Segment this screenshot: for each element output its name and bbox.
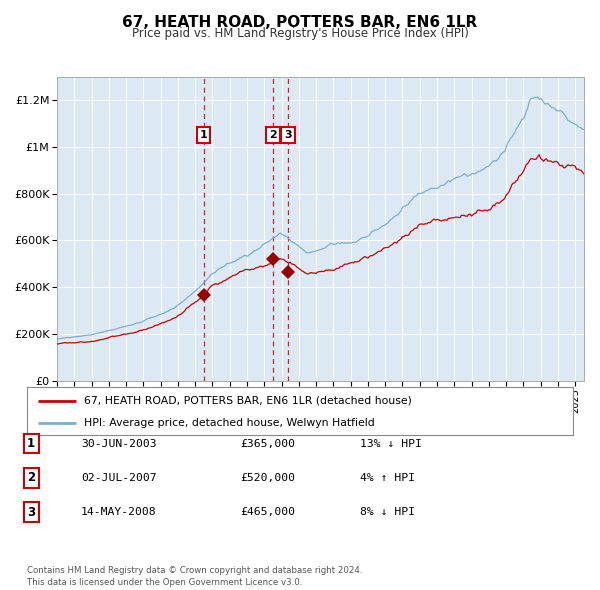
Text: 67, HEATH ROAD, POTTERS BAR, EN6 1LR: 67, HEATH ROAD, POTTERS BAR, EN6 1LR [122, 15, 478, 30]
Text: 2: 2 [269, 130, 277, 140]
Text: 3: 3 [27, 506, 35, 519]
Text: 67, HEATH ROAD, POTTERS BAR, EN6 1LR (detached house): 67, HEATH ROAD, POTTERS BAR, EN6 1LR (de… [85, 395, 412, 405]
Text: £465,000: £465,000 [240, 507, 295, 517]
Text: 13% ↓ HPI: 13% ↓ HPI [360, 439, 422, 448]
Text: 02-JUL-2007: 02-JUL-2007 [81, 473, 157, 483]
Text: £365,000: £365,000 [240, 439, 295, 448]
Text: Contains HM Land Registry data © Crown copyright and database right 2024.
This d: Contains HM Land Registry data © Crown c… [27, 566, 362, 587]
Text: £520,000: £520,000 [240, 473, 295, 483]
Text: HPI: Average price, detached house, Welwyn Hatfield: HPI: Average price, detached house, Welw… [85, 418, 375, 428]
Text: 14-MAY-2008: 14-MAY-2008 [81, 507, 157, 517]
Text: 30-JUN-2003: 30-JUN-2003 [81, 439, 157, 448]
Text: 1: 1 [27, 437, 35, 450]
Text: 4% ↑ HPI: 4% ↑ HPI [360, 473, 415, 483]
Text: 8% ↓ HPI: 8% ↓ HPI [360, 507, 415, 517]
Text: 3: 3 [284, 130, 292, 140]
Text: Price paid vs. HM Land Registry's House Price Index (HPI): Price paid vs. HM Land Registry's House … [131, 27, 469, 40]
Text: 2: 2 [27, 471, 35, 484]
Text: 1: 1 [200, 130, 208, 140]
